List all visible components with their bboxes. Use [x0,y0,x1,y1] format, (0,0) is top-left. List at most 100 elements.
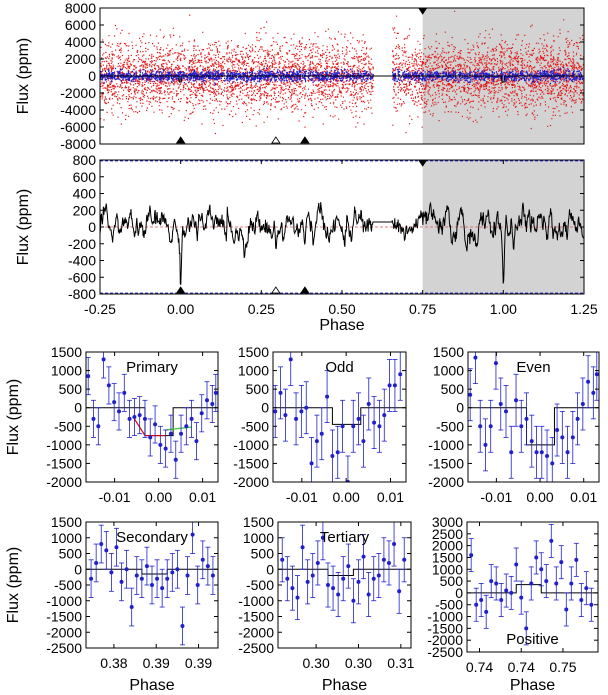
plot-frame [99,159,585,295]
y-tick-label: 4000 [65,34,96,50]
y-tick-label: 500 [246,381,270,397]
data-point [315,560,320,565]
x-tick-label: -0.01 [286,489,318,505]
plot-frame [466,521,599,653]
y-axis-label: Flux (ppm) [5,547,22,623]
data-point [205,398,209,403]
y-tick-label: -2000 [238,624,274,640]
y-tick-label: 1500 [51,514,82,530]
x-tick-label: 0.25 [248,301,275,317]
data-point [584,586,589,591]
data-point [168,431,173,436]
data-point [299,409,304,414]
data-point [494,581,499,586]
data-point [346,564,351,569]
y-tick-label: 600 [73,169,97,185]
x-tick-label: 1.00 [490,301,517,317]
data-point [200,557,205,562]
y-tick-label: 400 [73,186,97,202]
data-point [559,560,564,565]
y-tick-label: 1500 [243,514,274,530]
event-marker [175,136,186,144]
data-point [560,435,565,440]
data-point [91,416,96,421]
x-tick-label: 0.31 [387,655,414,671]
x-tick-label: 0.50 [328,301,355,317]
data-point [473,355,478,360]
data-point [361,554,366,559]
data-point [304,405,309,410]
y-tick-label: 0 [74,400,82,416]
data-point [273,409,278,414]
data-point [104,548,109,553]
y-tick-label: -2500 [238,640,274,656]
data-point [514,398,519,403]
event-marker [271,286,281,294]
data-point [330,454,335,458]
data-point [356,416,361,421]
y-tick-label: 0 [88,219,96,235]
y-tick-label: 3000 [432,514,463,530]
panel-label: Even [516,359,550,376]
data-point [114,545,119,550]
y-tick-label: -1000 [238,593,274,609]
data-point [503,409,508,414]
data-point [89,576,94,581]
data-point [283,413,288,418]
data-point [340,424,345,429]
data-point [189,416,194,421]
event-marker [300,286,310,294]
data-point [366,592,371,597]
y-tick-label: 2500 [432,526,463,542]
data-point [194,439,199,444]
x-tick-label: 0.30 [345,655,372,671]
y-tick-label: -500 [241,418,269,434]
plot-frame [277,521,412,649]
y-tick-label: 1000 [433,363,464,379]
data-point [371,576,376,581]
data-point [575,416,580,421]
y-tick-label: -1500 [238,609,274,625]
data-point [190,532,195,537]
x-tick-label: 0.74 [508,659,535,675]
y-tick-label: 0 [88,68,96,84]
data-point [488,424,493,429]
panel-even: Even 1500 1000 500 0 -500 -1000 -1500 -2000 -0.01… [428,344,600,505]
data-point [119,579,124,584]
panel-primary: Primary 1500 1000 500 0 -500 -1000 -1500 -2000 -0… [5,344,219,505]
x-tick-label: 0.39 [185,655,212,671]
data-point [376,573,381,578]
data-point [314,439,319,444]
data-point [372,420,377,425]
y-tick-label: -500 [246,577,274,593]
y-axis-label: Flux (ppm) [15,38,32,114]
data-point [549,538,554,543]
data-point [142,416,147,421]
data-point [564,607,569,612]
data-point [484,609,489,614]
data-point [294,416,299,421]
raw-points [100,10,584,135]
data-point [160,586,165,591]
x-tick-label: 0.00 [167,301,194,317]
y-tick-label: -2000 [46,474,82,490]
data-point [351,598,356,603]
y-tick-label: 1000 [432,561,463,577]
panel-label: Odd [325,359,353,376]
y-tick-label: 1500 [432,549,463,565]
data-point [474,602,479,607]
data-point [524,626,529,631]
data-point [278,390,283,395]
y-tick-label: -400 [68,253,96,269]
data-point [300,545,305,550]
data-point [134,573,139,578]
data-point [290,586,295,591]
data-point [386,560,391,565]
data-point [550,461,555,466]
data-point [539,450,544,455]
data-point [309,461,314,466]
y-tick-label: 1500 [51,344,82,360]
data-point [205,564,210,569]
data-point [509,590,514,595]
